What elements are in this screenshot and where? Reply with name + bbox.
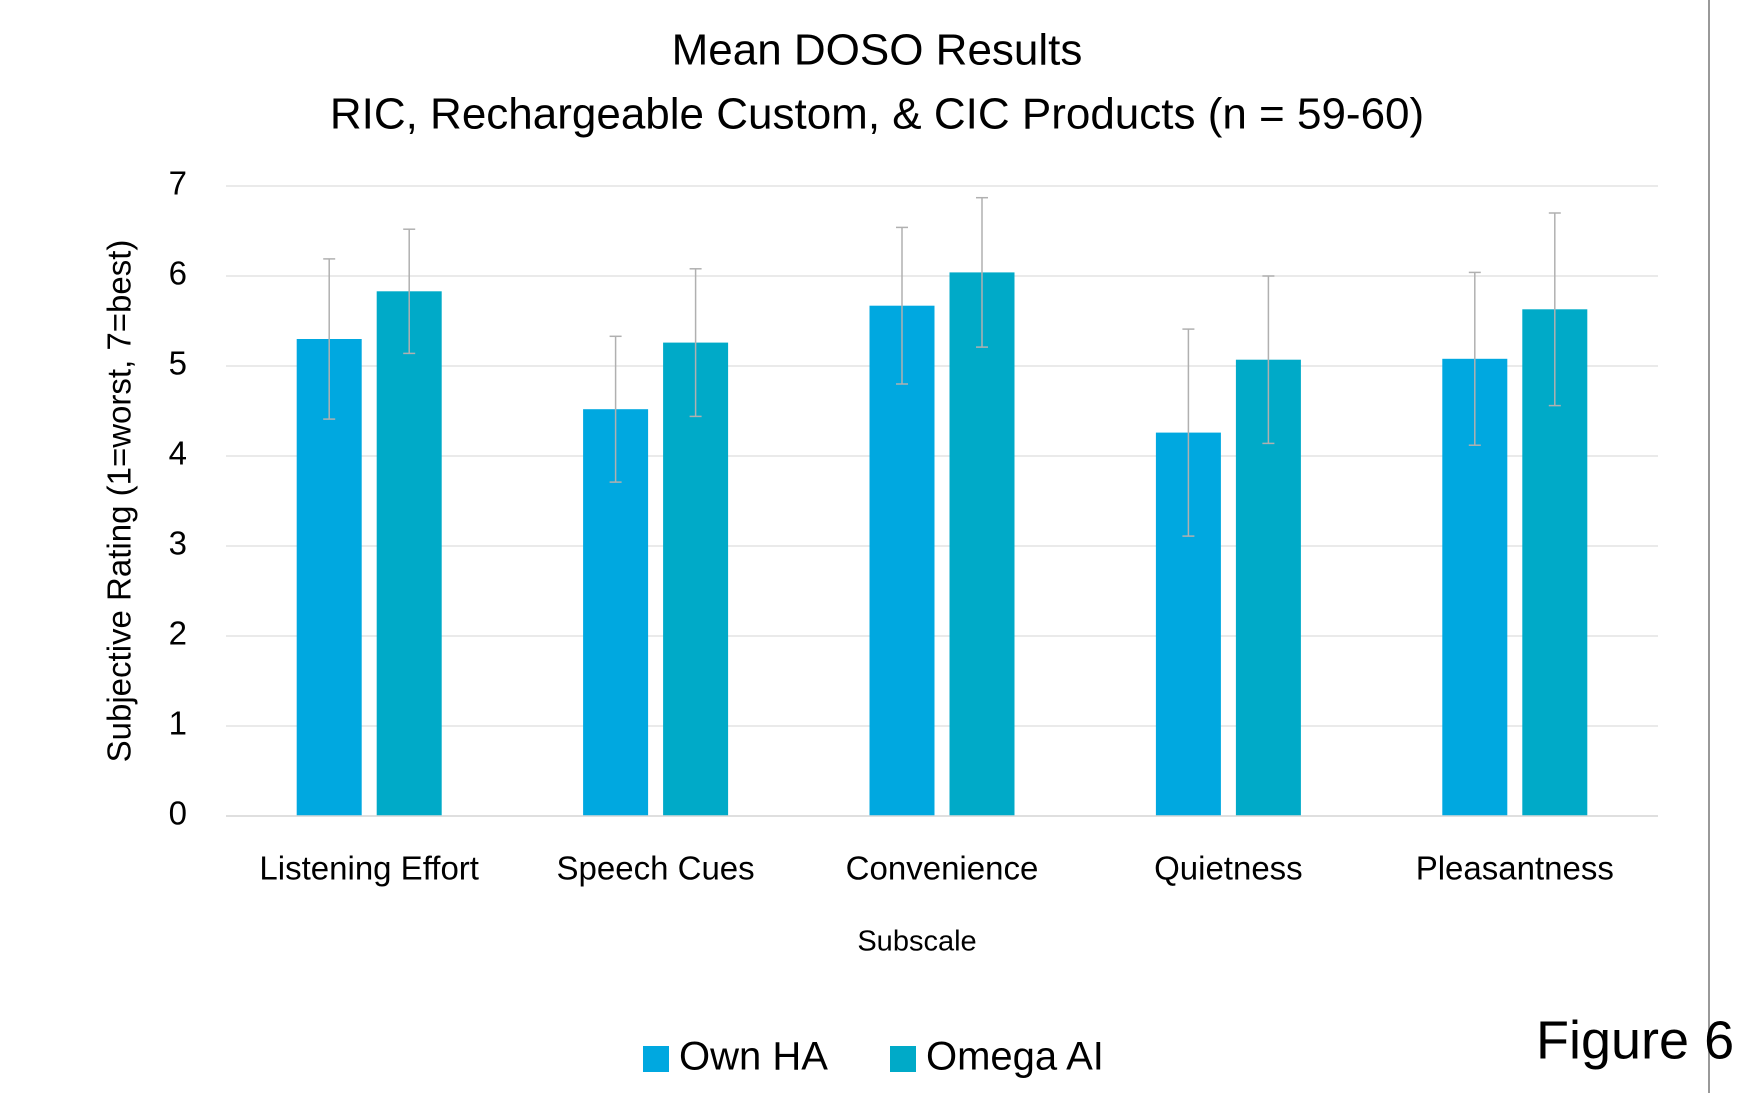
legend-swatch [643, 1046, 669, 1072]
x-tick-label: Quietness [1154, 850, 1303, 887]
y-tick-label: 1 [169, 705, 187, 742]
y-tick-label: 6 [169, 255, 187, 292]
legend-swatch [890, 1046, 916, 1072]
y-tick-label: 0 [169, 795, 187, 832]
x-tick-label: Convenience [846, 850, 1039, 887]
figure-label: Figure 6 [1536, 1010, 1734, 1070]
legend-label: Own HA [679, 1035, 828, 1079]
y-axis-title: Subjective Rating (1=worst, 7=best) [101, 240, 138, 763]
bar [376, 291, 442, 816]
bar [869, 305, 935, 816]
bar [663, 342, 729, 816]
y-tick-label: 2 [169, 615, 187, 652]
y-tick-label: 3 [169, 525, 187, 562]
chart-title: Mean DOSO Results [672, 26, 1083, 75]
x-tick-label: Speech Cues [557, 850, 755, 887]
x-tick-label: Listening Effort [259, 850, 479, 887]
legend-label: Omega AI [926, 1035, 1104, 1079]
y-tick-label: 4 [169, 435, 187, 472]
x-axis-title: Subscale [857, 926, 976, 958]
chart-subtitle: RIC, Rechargeable Custom, & CIC Products… [330, 90, 1424, 139]
y-tick-label: 7 [169, 165, 187, 202]
y-tick-label: 5 [169, 345, 187, 382]
x-tick-label: Pleasantness [1416, 850, 1614, 887]
bar [949, 272, 1015, 816]
